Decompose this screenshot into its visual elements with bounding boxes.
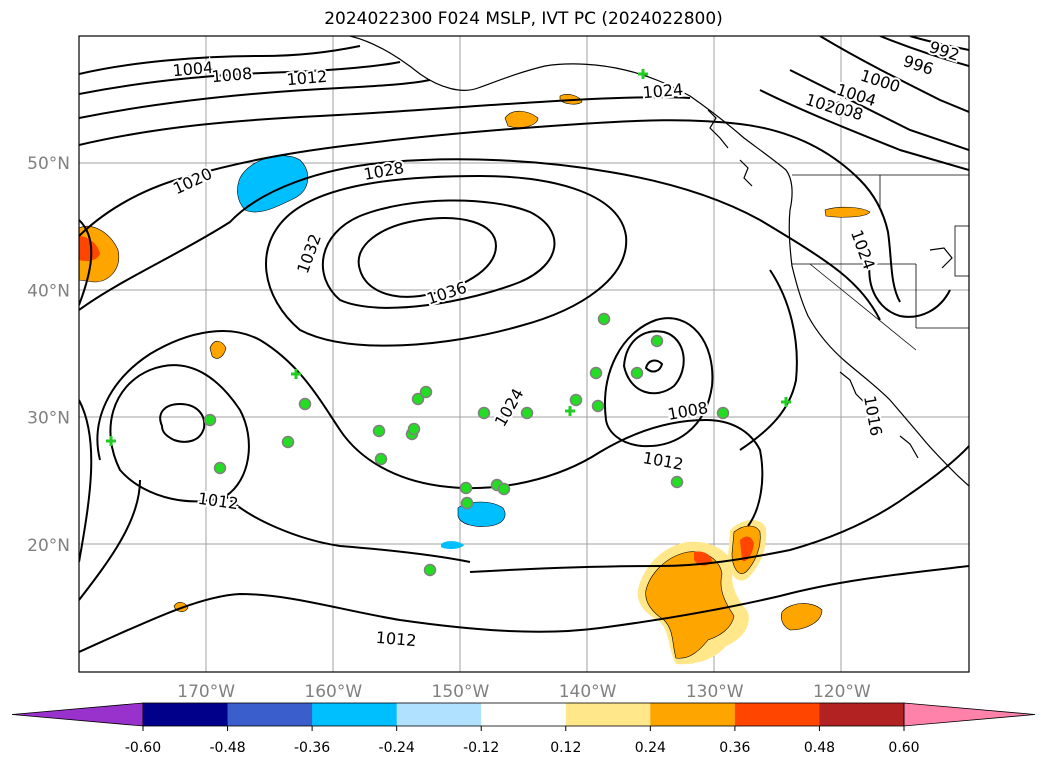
colorbar-tick-label: -0.24 (379, 740, 415, 756)
colorbar-tick-label: 0.12 (550, 740, 581, 756)
ivt-negative-blob (441, 541, 464, 550)
cross-marker (291, 369, 301, 379)
station-marker (589, 366, 603, 380)
colorbar-segment (143, 703, 229, 726)
lon-tick-label: 150°W (432, 682, 490, 702)
ivt-negative-blob (237, 155, 308, 213)
cross-marker (106, 436, 116, 446)
isobars (79, 36, 969, 653)
ivt-pc-shading (79, 94, 871, 665)
isobar-label: 1024 (847, 227, 879, 272)
station-marker (650, 334, 664, 348)
isobar-label: 1024 (491, 385, 528, 430)
colorbar-tick-label: -0.60 (125, 740, 161, 756)
cross-marker (565, 406, 575, 416)
isobar-label: 1008 (211, 64, 253, 86)
station-marker (407, 422, 421, 436)
isobar-label: 1012 (641, 448, 684, 474)
ivt-positive-blob (824, 206, 871, 218)
colorbar-frame (142, 702, 905, 727)
isobar-label: 1020 (170, 164, 215, 198)
lon-tick-label: 140°W (559, 682, 617, 702)
station-marker (520, 406, 534, 420)
colorbar-segment (481, 703, 567, 726)
isobar-label: 1024 (642, 80, 684, 102)
colorbar-segment (650, 703, 736, 726)
station-markers (203, 312, 730, 577)
colorbar-tick-label: 0.60 (888, 740, 919, 756)
latitude-ticks: 50°N 40°N 30°N 20°N (27, 154, 70, 556)
colorbar-tick-label: -0.48 (209, 740, 245, 756)
lon-tick-label: 160°W (304, 682, 362, 702)
lat-tick-label: 20°N (27, 536, 70, 556)
station-marker (374, 452, 388, 466)
colorbar-segment (312, 703, 398, 726)
station-marker (630, 366, 644, 380)
colorbar-tick-label: 0.36 (719, 740, 750, 756)
longitude-ticks: 170°W 160°W 150°W 140°W 130°W 120°W (177, 682, 871, 702)
station-marker (281, 435, 295, 449)
lat-tick-label: 50°N (27, 154, 70, 174)
lon-tick-label: 170°W (177, 682, 235, 702)
political-borders (792, 174, 969, 351)
station-marker (591, 399, 605, 413)
station-marker (372, 424, 386, 438)
station-marker (460, 496, 474, 510)
ivt-positive-blob (209, 340, 227, 359)
colorbar-segment (227, 703, 313, 726)
station-marker (597, 312, 611, 326)
station-marker (203, 413, 217, 427)
cross-marker (781, 397, 791, 407)
station-marker (213, 461, 227, 475)
coastlines (349, 36, 969, 487)
cross-marker (638, 69, 648, 79)
ivt-positive-blob (740, 536, 754, 562)
isobar-label: 1016 (860, 394, 886, 437)
station-marker (477, 406, 491, 420)
colorbar-segment (734, 703, 820, 726)
colorbar-tick-label: -0.12 (463, 740, 499, 756)
station-marker (716, 406, 730, 420)
station-marker (670, 475, 684, 489)
ivt-positive-blob (645, 551, 735, 659)
map-frame (78, 35, 970, 673)
isobar-label: 1032 (293, 231, 325, 276)
station-marker (459, 481, 473, 495)
colorbar-tick-label: 0.48 (804, 740, 835, 756)
colorbar-extend-max (903, 702, 1036, 727)
station-marker (298, 397, 312, 411)
isobar-label: 1012 (197, 489, 240, 513)
colorbar-segment (396, 703, 482, 726)
station-marker (497, 482, 511, 496)
station-marker (419, 385, 433, 399)
ivt-positive-blob (79, 236, 100, 262)
ivt-positive-blob (780, 603, 823, 631)
ivt-positive-blob (694, 551, 712, 566)
lat-tick-label: 40°N (27, 281, 70, 301)
isobar-label: 1036 (424, 278, 469, 309)
isobar-label: 1012 (375, 628, 417, 650)
colorbar-segment (819, 703, 905, 726)
ivt-positive-blob (504, 110, 539, 128)
colorbar-extend-min (11, 702, 144, 727)
isobar-label: 1004 (172, 58, 214, 80)
colorbar: -0.60 -0.48 -0.36 -0.24 -0.12 0.12 0.24 0.36 0.4… (11, 702, 1036, 756)
colorbar-tick-label: 0.24 (635, 740, 666, 756)
lon-tick-label: 130°W (686, 682, 744, 702)
colorbar-tick-label: -0.36 (294, 740, 330, 756)
station-marker (569, 393, 583, 407)
lat-tick-label: 30°N (27, 409, 70, 429)
station-cross-markers (106, 69, 791, 446)
lon-tick-label: 120°W (813, 682, 871, 702)
map-title: 2024022300 F024 MSLP, IVT PC (2024022800… (324, 9, 723, 29)
station-marker (423, 563, 437, 577)
isobar-label: 1012 (286, 67, 328, 89)
station-marker (411, 392, 425, 406)
colorbar-segment (565, 703, 651, 726)
